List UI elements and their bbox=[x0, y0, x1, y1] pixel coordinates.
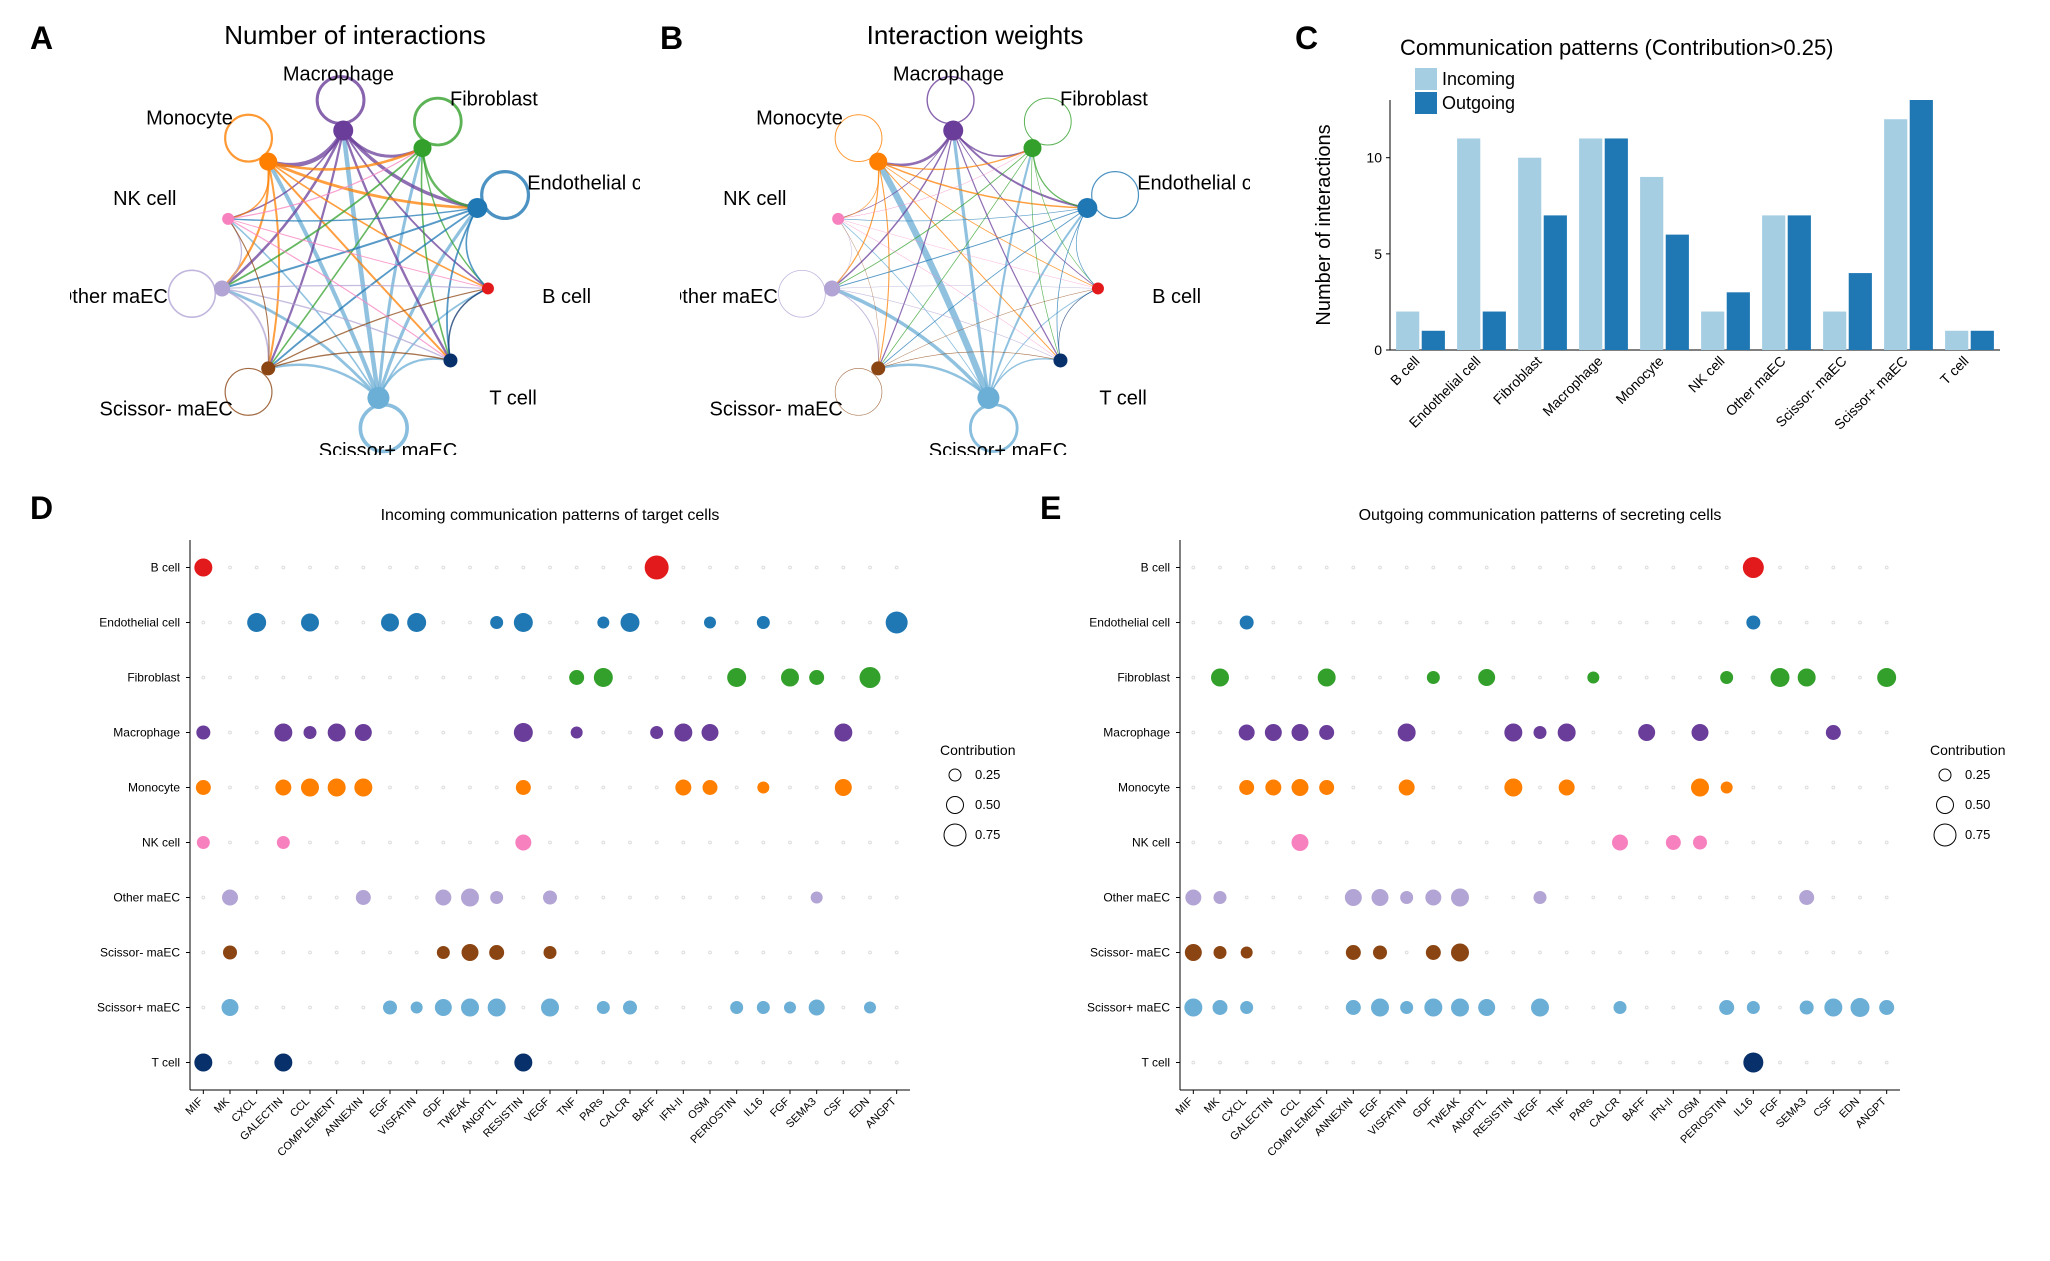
svg-text:TNF: TNF bbox=[1545, 1095, 1569, 1119]
svg-text:B cell: B cell bbox=[542, 286, 591, 308]
svg-text:Contribution: Contribution bbox=[1930, 742, 2006, 758]
panel-label-a: A bbox=[30, 20, 53, 57]
svg-text:Outgoing: Outgoing bbox=[1442, 93, 1515, 113]
svg-text:NK cell: NK cell bbox=[1132, 836, 1170, 850]
svg-text:Monocyte: Monocyte bbox=[1612, 353, 1666, 407]
svg-text:Scissor+ maEC: Scissor+ maEC bbox=[1087, 1001, 1170, 1015]
svg-text:Monocyte: Monocyte bbox=[1118, 781, 1170, 795]
svg-text:Other maEC: Other maEC bbox=[1722, 353, 1788, 419]
svg-text:B cell: B cell bbox=[1141, 561, 1170, 575]
figure: A B C D E Number of interactions Interac… bbox=[20, 20, 2030, 1241]
dot-plot-d: Incoming communication patterns of targe… bbox=[70, 500, 1040, 1200]
svg-text:0.75: 0.75 bbox=[975, 827, 1000, 842]
svg-text:VEGF: VEGF bbox=[1512, 1095, 1542, 1125]
svg-text:NK cell: NK cell bbox=[113, 188, 176, 210]
svg-text:BAFF: BAFF bbox=[1620, 1095, 1649, 1124]
svg-text:IFN-II: IFN-II bbox=[658, 1096, 686, 1124]
svg-text:Endothelial cell: Endothelial cell bbox=[1089, 616, 1170, 630]
svg-text:Other maEC: Other maEC bbox=[70, 286, 168, 308]
svg-text:0: 0 bbox=[1374, 342, 1382, 358]
svg-text:ANGPT: ANGPT bbox=[1853, 1095, 1888, 1130]
panel-b-title: Interaction weights bbox=[760, 20, 1190, 51]
svg-text:Macrophage: Macrophage bbox=[1103, 726, 1170, 740]
svg-text:MIF: MIF bbox=[1174, 1095, 1196, 1117]
dot-plot-e: Outgoing communication patterns of secre… bbox=[1060, 500, 2030, 1200]
svg-text:IFN-II: IFN-II bbox=[1648, 1096, 1676, 1124]
svg-text:NK cell: NK cell bbox=[142, 836, 180, 850]
panel-a-title: Number of interactions bbox=[140, 20, 570, 51]
svg-text:CSF: CSF bbox=[1811, 1095, 1835, 1119]
svg-text:Fibroblast: Fibroblast bbox=[450, 88, 538, 110]
svg-text:T cell: T cell bbox=[1937, 353, 1972, 388]
svg-text:0.25: 0.25 bbox=[975, 767, 1000, 782]
svg-text:B cell: B cell bbox=[1152, 286, 1201, 308]
svg-text:0.25: 0.25 bbox=[1965, 767, 1990, 782]
svg-text:Incoming: Incoming bbox=[1442, 69, 1515, 89]
svg-text:Contribution: Contribution bbox=[940, 742, 1016, 758]
network-b: Fibroblast Endothelial cell B cell T cell Sc… bbox=[680, 55, 1250, 455]
svg-text:Fibroblast: Fibroblast bbox=[1490, 353, 1545, 408]
svg-text:Other maEC: Other maEC bbox=[680, 286, 778, 308]
panel-label-b: B bbox=[660, 20, 683, 57]
panel-label-e: E bbox=[1040, 490, 1061, 527]
svg-text:Scissor- maEC: Scissor- maEC bbox=[100, 946, 180, 960]
svg-text:Fibroblast: Fibroblast bbox=[127, 671, 180, 685]
svg-text:SEMA3: SEMA3 bbox=[784, 1096, 819, 1131]
svg-text:Endothelial cell: Endothelial cell bbox=[527, 173, 640, 195]
svg-text:T cell: T cell bbox=[1099, 387, 1146, 409]
svg-text:IL16: IL16 bbox=[742, 1096, 766, 1120]
svg-text:Scissor- maEC: Scissor- maEC bbox=[710, 399, 843, 421]
svg-text:Macrophage: Macrophage bbox=[283, 64, 394, 86]
svg-text:Number of interactions: Number of interactions bbox=[1313, 124, 1335, 325]
svg-text:NK cell: NK cell bbox=[723, 188, 786, 210]
svg-text:Endothelial cell: Endothelial cell bbox=[99, 616, 180, 630]
svg-text:Monocyte: Monocyte bbox=[146, 107, 233, 129]
svg-text:0.50: 0.50 bbox=[1965, 797, 1990, 812]
svg-text:Other maEC: Other maEC bbox=[1103, 891, 1170, 905]
svg-text:Scissor+ maEC: Scissor+ maEC bbox=[97, 1001, 180, 1015]
svg-text:IL16: IL16 bbox=[1732, 1096, 1756, 1120]
network-a: Fibroblast Endothelial cell B cell T cell Sc… bbox=[70, 55, 640, 455]
svg-text:NK cell: NK cell bbox=[1685, 353, 1728, 396]
svg-text:T cell: T cell bbox=[489, 387, 536, 409]
svg-text:MK: MK bbox=[1202, 1095, 1223, 1116]
svg-text:SEMA3: SEMA3 bbox=[1774, 1096, 1809, 1131]
svg-text:ANGPT: ANGPT bbox=[863, 1095, 898, 1130]
svg-text:Scissor+ maEC: Scissor+ maEC bbox=[929, 440, 1067, 455]
svg-text:Endothelial cell: Endothelial cell bbox=[1137, 173, 1250, 195]
svg-text:Outgoing communication pattern: Outgoing communication patterns of secre… bbox=[1359, 507, 1722, 524]
svg-text:Scissor+ maEC: Scissor+ maEC bbox=[319, 440, 457, 455]
svg-text:TNF: TNF bbox=[555, 1095, 579, 1119]
svg-text:B cell: B cell bbox=[1387, 353, 1423, 389]
svg-text:10: 10 bbox=[1366, 150, 1382, 166]
svg-text:Communication patterns (Contri: Communication patterns (Contribution>0.2… bbox=[1400, 35, 1834, 60]
svg-text:5: 5 bbox=[1374, 246, 1382, 262]
svg-text:Scissor- maEC: Scissor- maEC bbox=[1090, 946, 1170, 960]
svg-text:CALCR: CALCR bbox=[597, 1096, 632, 1131]
panel-label-d: D bbox=[30, 490, 53, 527]
bar-chart-c: Communication patterns (Contribution>0.2… bbox=[1310, 30, 2010, 470]
svg-text:MIF: MIF bbox=[184, 1095, 206, 1117]
svg-text:Monocyte: Monocyte bbox=[128, 781, 180, 795]
svg-text:CSF: CSF bbox=[821, 1095, 845, 1119]
svg-text:BAFF: BAFF bbox=[630, 1095, 659, 1124]
svg-text:0.50: 0.50 bbox=[975, 797, 1000, 812]
svg-text:VEGF: VEGF bbox=[522, 1095, 552, 1125]
svg-text:MK: MK bbox=[212, 1095, 233, 1116]
svg-text:B cell: B cell bbox=[151, 561, 180, 575]
svg-text:Monocyte: Monocyte bbox=[756, 107, 843, 129]
svg-text:CALCR: CALCR bbox=[1587, 1096, 1622, 1131]
svg-text:0.75: 0.75 bbox=[1965, 827, 1990, 842]
svg-text:T cell: T cell bbox=[1142, 1056, 1170, 1070]
svg-text:Macrophage: Macrophage bbox=[1539, 353, 1605, 419]
svg-text:Macrophage: Macrophage bbox=[113, 726, 180, 740]
svg-text:Macrophage: Macrophage bbox=[893, 64, 1004, 86]
svg-text:Incoming communication pattern: Incoming communication patterns of targe… bbox=[381, 507, 720, 524]
svg-text:Other maEC: Other maEC bbox=[113, 891, 180, 905]
svg-text:Fibroblast: Fibroblast bbox=[1117, 671, 1170, 685]
svg-text:T cell: T cell bbox=[152, 1056, 180, 1070]
svg-text:Fibroblast: Fibroblast bbox=[1060, 88, 1148, 110]
svg-text:Scissor- maEC: Scissor- maEC bbox=[100, 399, 233, 421]
